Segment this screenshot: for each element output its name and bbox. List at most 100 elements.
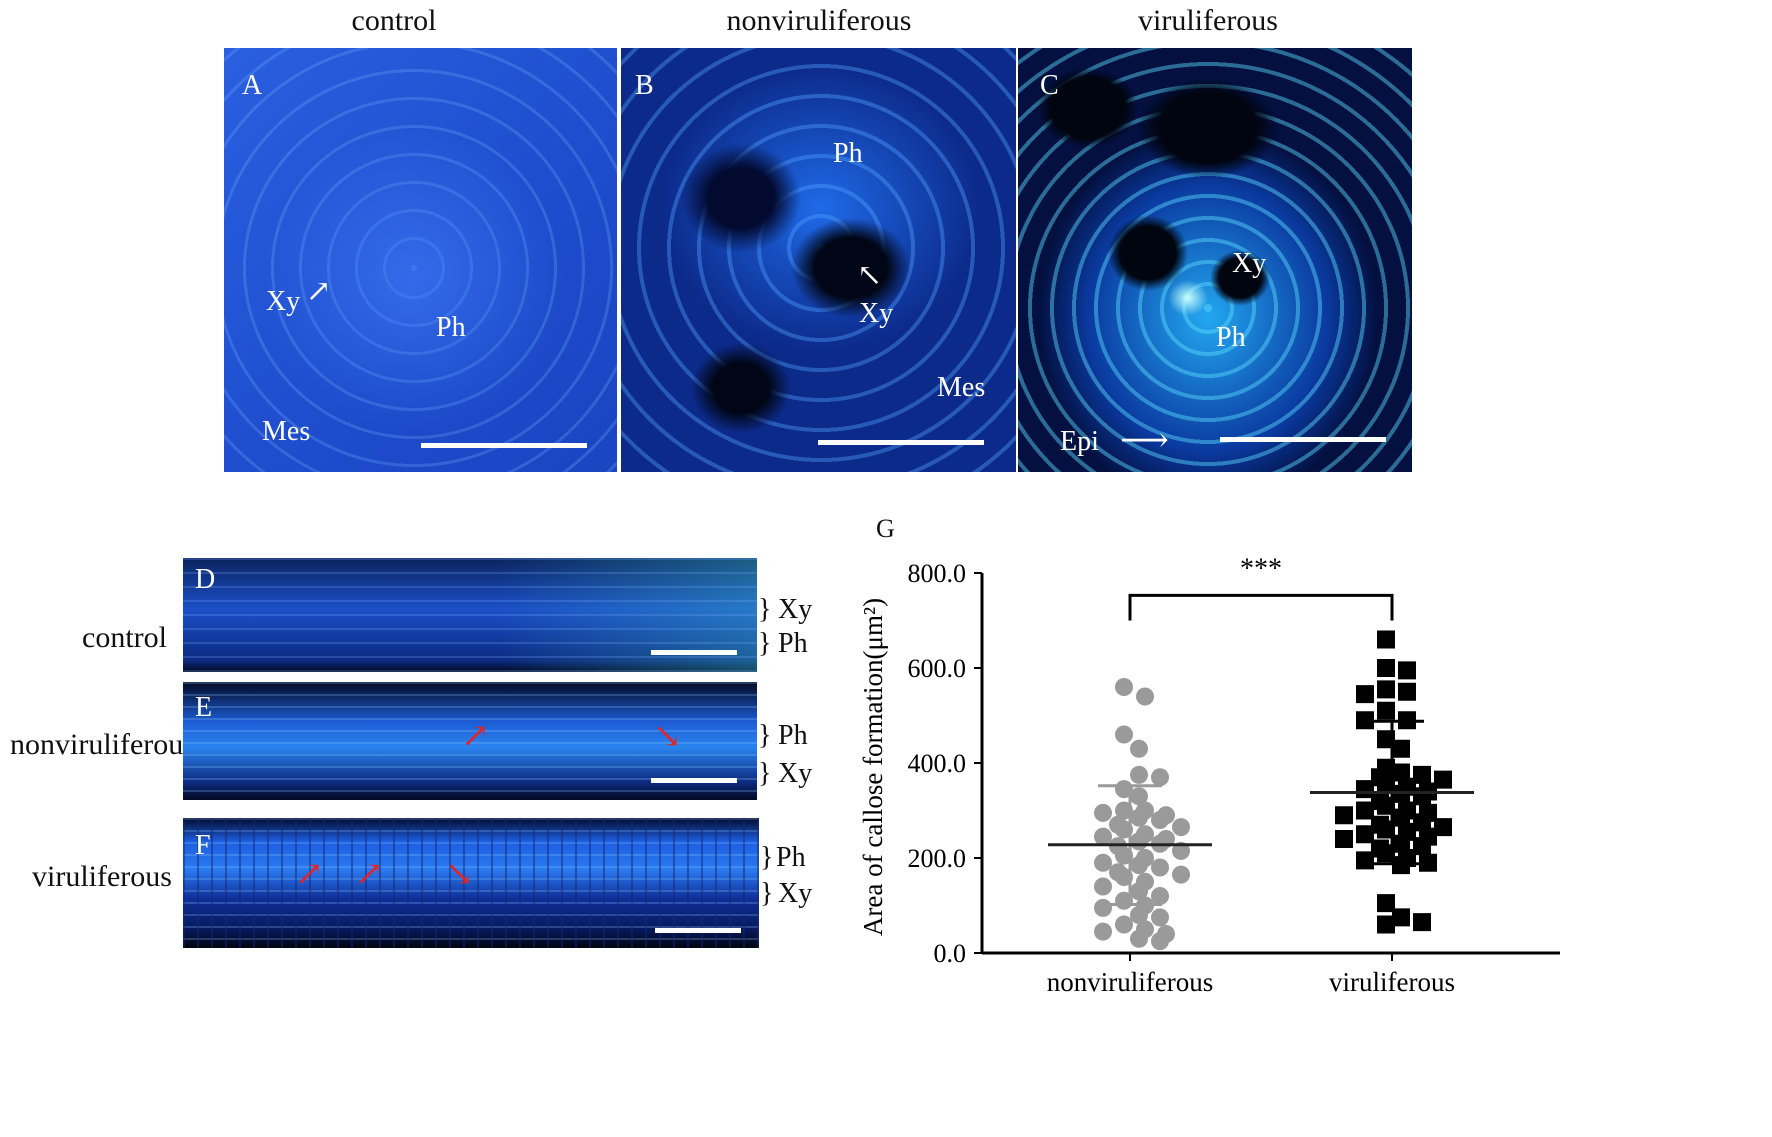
- micrograph-panel-e: E ↗ ↘: [183, 682, 757, 800]
- significance-label: ***: [1240, 553, 1282, 584]
- column-title-control: control: [351, 4, 437, 37]
- data-point: [1413, 765, 1431, 784]
- label-xy-c: Xy: [1232, 248, 1267, 279]
- data-point: [1115, 915, 1133, 934]
- arrow-icon: ↗: [306, 275, 332, 308]
- data-point: [1094, 922, 1112, 941]
- panel-letter-g: G: [876, 514, 895, 543]
- data-point: [1151, 811, 1169, 829]
- red-arrow-icon: ↗: [461, 718, 490, 755]
- data-point: [1172, 865, 1190, 884]
- scale-bar: [651, 778, 737, 783]
- red-arrow-icon: ↗: [295, 856, 324, 893]
- y-tick-label: 200.0: [908, 844, 967, 873]
- data-point: [1356, 851, 1374, 870]
- brace-icon: }: [760, 878, 774, 909]
- y-tick-label: 600.0: [908, 654, 967, 683]
- label-epi-c: Epi: [1060, 426, 1099, 457]
- panel-letter-e: E: [195, 692, 213, 723]
- row-label-nonviruliferous: nonviruliferous: [10, 728, 195, 761]
- label-ph-c: Ph: [1216, 322, 1246, 353]
- data-point: [1413, 837, 1431, 856]
- arrow-icon: ↖: [857, 259, 883, 292]
- data-point: [1130, 882, 1148, 901]
- label-xy-f: Xy: [778, 878, 813, 909]
- data-point: [1094, 803, 1112, 822]
- data-point: [1130, 856, 1148, 875]
- data-point: [1151, 768, 1169, 787]
- data-point: [1151, 908, 1169, 927]
- label-xy-d: Xy: [778, 594, 813, 625]
- red-arrow-icon: ↗: [355, 856, 384, 893]
- data-point: [1094, 853, 1112, 872]
- data-point: [1094, 827, 1112, 846]
- data-point: [1392, 808, 1410, 827]
- data-point: [1130, 787, 1148, 806]
- panel-letter-c: C: [1040, 70, 1059, 101]
- label-xy-e: Xy: [778, 758, 813, 789]
- data-point: [1434, 818, 1452, 837]
- brace-icon: }: [758, 628, 772, 659]
- micrograph-panel-f: F ↗ ↗ ↘: [183, 818, 759, 948]
- brace-icon: }: [758, 720, 772, 751]
- y-axis-label: Area of callose formation(μm²): [858, 598, 888, 936]
- panel-letter-b: B: [635, 70, 654, 101]
- data-point: [1377, 701, 1395, 720]
- arrow-icon: ⟶: [1120, 422, 1169, 459]
- label-ph-d: Ph: [778, 628, 808, 659]
- red-arrow-icon: ↘: [653, 718, 682, 755]
- micrograph-panel-b: B Ph ↖ Xy Mes: [621, 48, 1016, 472]
- significance-bracket: [1128, 593, 1394, 621]
- data-point: [1392, 739, 1410, 758]
- panel-letter-f: F: [195, 830, 211, 861]
- data-point: [1094, 877, 1112, 896]
- micrograph-panel-c: C Xy Ph Epi ⟶: [1018, 48, 1412, 472]
- data-point: [1392, 908, 1410, 927]
- brace-icon: }: [760, 842, 774, 873]
- callose-scatter-chart: 0.0 200.0 400.0 600.0 800.0 Area of callose f…: [858, 553, 1772, 1132]
- data-point: [1151, 932, 1169, 951]
- data-point: [1377, 659, 1395, 677]
- data-point: [1136, 687, 1154, 706]
- data-point: [1094, 898, 1112, 917]
- data-point: [1356, 685, 1374, 704]
- scale-bar: [655, 928, 741, 933]
- data-point: [1130, 832, 1148, 851]
- data-point: [1335, 830, 1353, 848]
- data-point: [1130, 906, 1148, 924]
- red-arrow-icon: ↘: [445, 856, 474, 893]
- data-point: [1434, 770, 1452, 789]
- data-point: [1392, 763, 1410, 782]
- y-tick-label: 400.0: [908, 749, 967, 778]
- label-ph-a: Ph: [436, 312, 466, 343]
- data-point: [1398, 661, 1416, 680]
- scale-bar: [651, 650, 737, 655]
- data-point: [1130, 765, 1148, 784]
- data-point: [1172, 841, 1190, 860]
- data-point: [1115, 678, 1133, 696]
- label-ph-e: Ph: [778, 720, 808, 751]
- panel-letter-d: D: [195, 564, 216, 595]
- brace-icon: }: [758, 594, 772, 625]
- scale-bar: [421, 443, 587, 448]
- row-label-control: control: [82, 621, 167, 654]
- label-ph-b: Ph: [833, 138, 863, 169]
- data-point: [1377, 680, 1395, 699]
- data-point: [1115, 725, 1133, 744]
- label-xy-b: Xy: [859, 298, 894, 329]
- data-point: [1130, 739, 1148, 758]
- column-title-nonviruliferous: nonviruliferous: [726, 4, 912, 37]
- data-point: [1151, 887, 1169, 905]
- data-point: [1130, 808, 1148, 827]
- data-point: [1377, 915, 1395, 934]
- y-tick-label: 800.0: [908, 559, 967, 588]
- y-tick-label: 0.0: [934, 939, 967, 968]
- row-label-viruliferous: viruliferous: [32, 860, 172, 893]
- data-point: [1398, 682, 1416, 701]
- data-point: [1419, 853, 1437, 872]
- data-point: [1392, 834, 1410, 853]
- data-point: [1413, 913, 1431, 932]
- label-xy-a: Xy: [266, 286, 301, 317]
- micrograph-panel-d: D: [183, 558, 757, 672]
- data-point: [1151, 858, 1169, 877]
